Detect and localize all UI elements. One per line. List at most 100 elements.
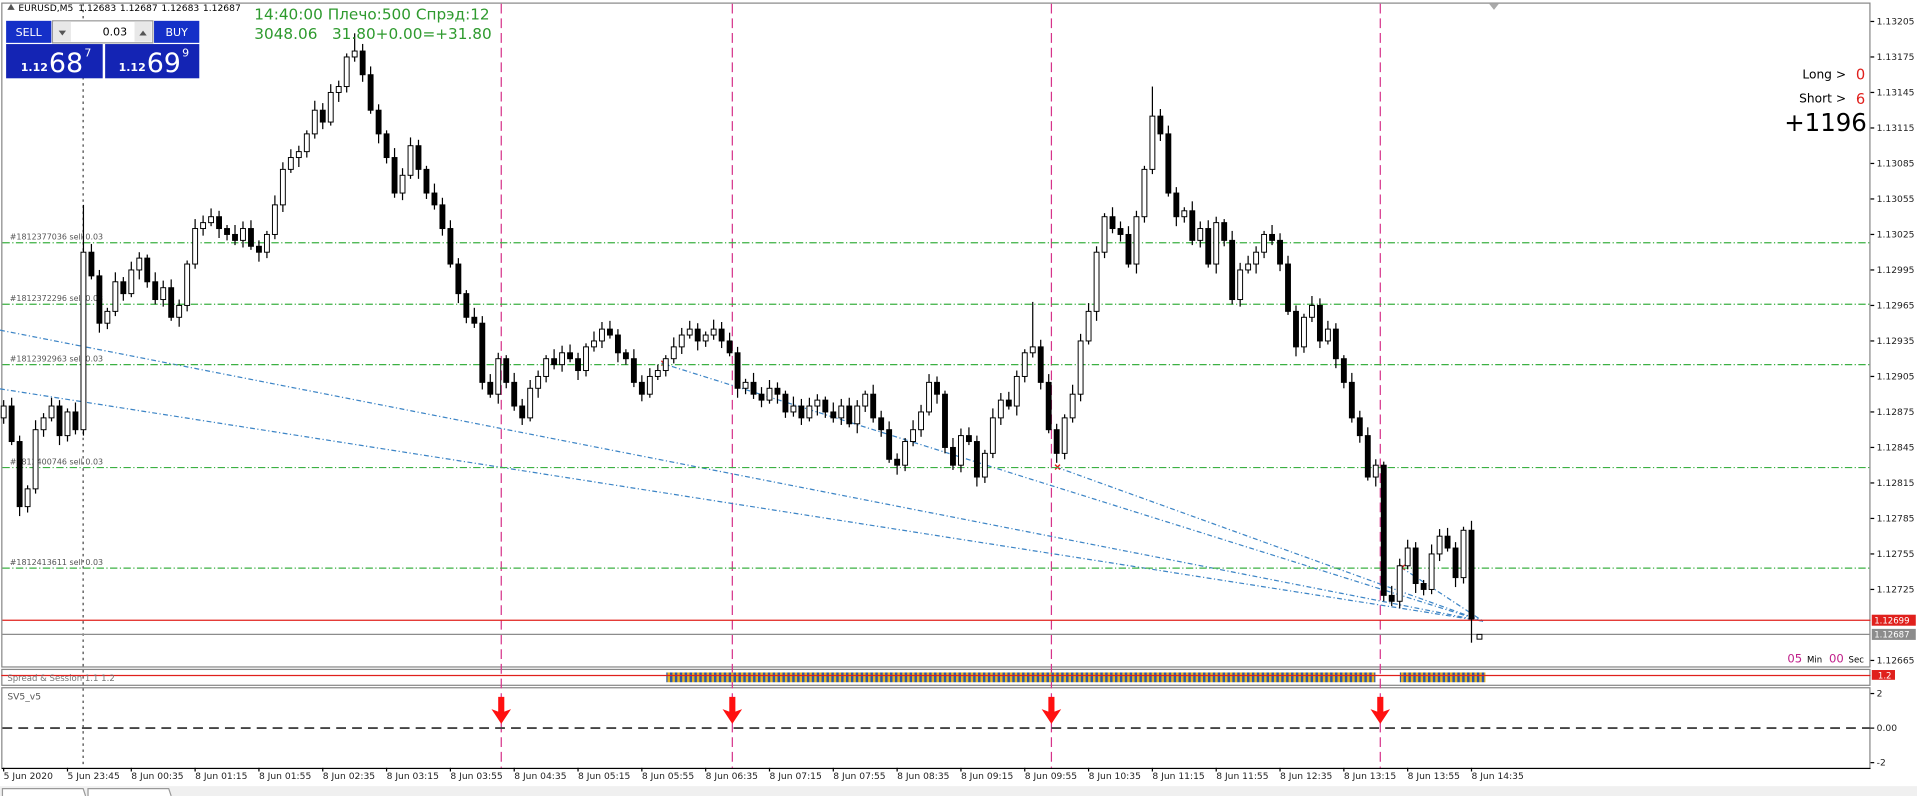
y-tick-label: 1.13025 xyxy=(1877,230,1915,241)
collapse-icon[interactable] xyxy=(7,3,15,10)
candle-body xyxy=(567,352,573,360)
candle-body xyxy=(1309,304,1315,318)
candle-body xyxy=(838,405,845,419)
spread-title: Spread & Session 1.1 1.2 xyxy=(7,674,114,684)
x-tick-label: 8 Jun 13:15 xyxy=(1344,771,1397,782)
sell-label[interactable]: SELL xyxy=(16,26,43,39)
candle-body xyxy=(1428,553,1435,590)
candle-body xyxy=(120,281,127,295)
sell-button[interactable] xyxy=(6,20,52,43)
candle-body xyxy=(1165,133,1172,194)
candle-body xyxy=(399,174,406,194)
y-tick-label: 1.13175 xyxy=(1877,52,1915,63)
order-label: #1812413611 sell 0.03 xyxy=(10,558,103,567)
candle-body xyxy=(1077,340,1084,395)
candle-body xyxy=(846,405,853,425)
one-click-panel: SELL 0.03 BUY 1.12 68 7 1.12 69 9 xyxy=(6,20,200,79)
candle-body xyxy=(144,257,151,283)
timer-min: 05 xyxy=(1787,652,1802,666)
x-tick-label: 5 Jun 23:45 xyxy=(67,771,120,782)
candle-body xyxy=(431,192,438,206)
candle-body xyxy=(702,334,709,342)
candle-body xyxy=(112,281,119,312)
buy-label[interactable]: BUY xyxy=(165,26,188,39)
candle-body xyxy=(495,358,502,395)
candle-body xyxy=(1476,633,1483,640)
candle-body xyxy=(710,328,717,336)
y-tick-label: -2 xyxy=(1877,758,1886,769)
candle-body xyxy=(1221,222,1228,241)
candle-body xyxy=(287,157,294,170)
candle-body xyxy=(1388,594,1395,602)
candle-body xyxy=(311,109,318,135)
candle-body xyxy=(271,204,278,235)
candle-body xyxy=(415,145,422,170)
candle-body xyxy=(375,109,382,135)
ohlc-high: 1.12687 xyxy=(120,3,158,14)
candle-body xyxy=(64,411,71,437)
x-tick-label: 8 Jun 07:55 xyxy=(833,771,886,782)
candle-body xyxy=(1157,115,1164,135)
candle-body xyxy=(1061,417,1068,454)
candle-body xyxy=(80,251,87,431)
x-tick-label: 8 Jun 10:35 xyxy=(1089,771,1142,782)
candle-body xyxy=(1324,328,1331,342)
candle-body xyxy=(726,340,733,354)
candle-body xyxy=(503,358,510,383)
x-tick-label: 8 Jun 08:35 xyxy=(897,771,950,782)
candle-body xyxy=(359,50,366,76)
candle-body xyxy=(527,387,534,419)
candle-body xyxy=(870,393,877,419)
candle-body xyxy=(168,287,175,318)
candle-body xyxy=(599,328,605,342)
x-tick-label: 8 Jun 03:55 xyxy=(450,771,503,782)
candle-body xyxy=(1021,352,1028,377)
lot-value[interactable]: 0.03 xyxy=(103,26,127,39)
sell-price-box[interactable] xyxy=(6,44,103,79)
y-tick-label: 1.13145 xyxy=(1877,88,1915,99)
sv5-plot: 2 0.00 -2 xyxy=(2,689,1897,769)
candle-body xyxy=(1053,429,1060,454)
buy-button[interactable] xyxy=(154,20,200,43)
candle-body xyxy=(902,441,909,466)
y-tick-label: 1.12725 xyxy=(1877,584,1915,595)
candle-body xyxy=(575,358,581,372)
info-line-2: 3048.06 31.80+0.00=+31.80 xyxy=(254,25,491,43)
tab-bar xyxy=(0,786,1917,796)
y-tick-label: 1.12845 xyxy=(1877,443,1915,454)
y-tick-label: 1.13115 xyxy=(1877,123,1915,134)
candle-body xyxy=(519,405,526,419)
main-window xyxy=(1,2,1871,668)
candle-body xyxy=(942,393,948,448)
candle-body xyxy=(583,346,589,372)
candle-body xyxy=(1412,547,1419,585)
y-tick-label: 1.12785 xyxy=(1877,514,1915,525)
signal-arrow xyxy=(491,696,512,724)
tab[interactable] xyxy=(1,788,87,796)
x-tick-label: 8 Jun 14:35 xyxy=(1471,771,1524,782)
candle-body xyxy=(559,352,566,366)
x-tick-label: 8 Jun 09:15 xyxy=(961,771,1014,782)
buy-price-box[interactable] xyxy=(105,44,200,79)
lot-input[interactable] xyxy=(51,20,154,44)
x-tick-label: 8 Jun 05:55 xyxy=(642,771,695,782)
candle-body xyxy=(32,429,39,490)
ohlc-close: 1.12687 xyxy=(203,3,241,14)
tab[interactable] xyxy=(87,788,172,796)
candle-body xyxy=(670,346,677,360)
candle-body xyxy=(1093,251,1100,312)
ask-label: 1.12699 xyxy=(1874,616,1909,626)
candle-body xyxy=(989,417,996,454)
candle-body xyxy=(973,441,980,478)
candle-body xyxy=(814,399,821,407)
spread-bars xyxy=(666,672,1376,683)
candle-body xyxy=(766,387,773,401)
candle-body xyxy=(646,375,653,395)
order-label: #1812400746 sell 0.03 xyxy=(10,458,103,467)
x-tick-label: 8 Jun 11:15 xyxy=(1152,771,1205,782)
x-tick-label: 8 Jun 09:55 xyxy=(1025,771,1078,782)
candle-body xyxy=(1396,565,1403,602)
candle-body xyxy=(279,168,286,206)
candle-body xyxy=(24,488,31,508)
